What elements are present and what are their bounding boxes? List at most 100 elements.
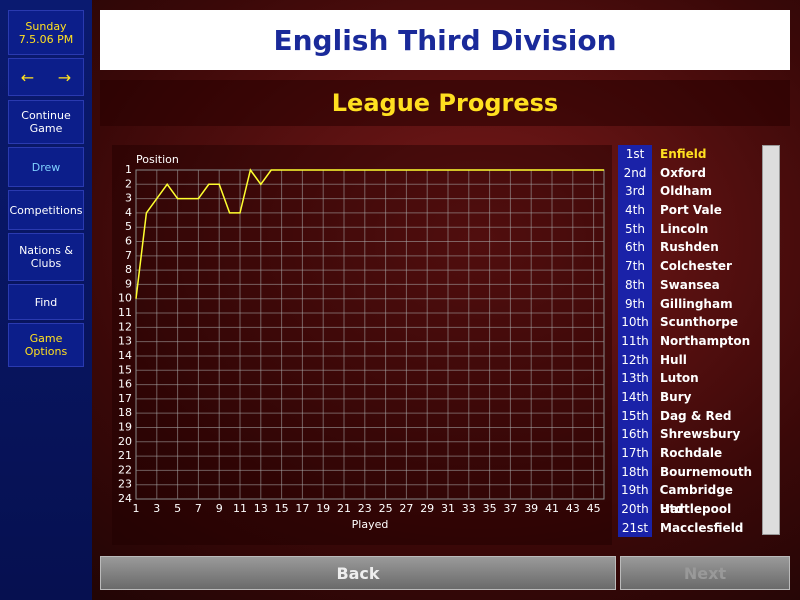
position-cell: 3rd [618,182,652,202]
table-row[interactable]: 16th Shrewsbury [618,425,760,444]
table-row[interactable]: 17th Rochdale [618,444,760,463]
position-cell: 12th [618,350,652,370]
menu-item[interactable]: Nations & Clubs [8,233,84,281]
x-tick-label: 7 [195,502,202,515]
team-cell: Bournemouth [660,464,753,479]
team-cell: Enfield [660,147,707,161]
page-title: English Third Division [100,10,790,70]
team-cell: Cambridge Utd [659,483,733,517]
table-row[interactable]: 9th Gillingham [618,294,760,314]
x-tick-label: 5 [174,502,181,515]
date-box: Sunday 7.5.06 PM [8,10,84,55]
forward-arrow[interactable]: → [57,67,72,87]
table-row[interactable]: 7th Colchester [618,257,760,276]
table-row[interactable]: 21st Macclesfield [618,518,760,538]
position-cell: 11th [618,331,652,351]
position-cell: 19th [618,481,652,501]
table-row[interactable]: 2nd Oxford [618,163,760,183]
x-tick-label: 39 [524,502,538,515]
chart: Position Played 123456789101112131415161… [112,145,612,545]
team-cell: Northampton [660,333,751,348]
y-tick-label: 7 [125,249,132,262]
x-axis-label: Played [352,518,389,531]
y-axis-label: Position [136,153,179,166]
position-cell: 6th [618,238,652,258]
back-arrow[interactable]: ← [20,67,35,87]
menu-item[interactable]: Drew [8,147,84,187]
scrollbar[interactable] [762,145,780,535]
table-row[interactable]: 1st Enfield [618,145,760,164]
x-tick-label: 1 [133,502,140,515]
x-tick-label: 45 [587,502,601,515]
team-cell: Hull [660,352,687,367]
table-row[interactable]: 4th Port Vale [618,201,760,220]
position-cell: 17th [618,444,652,463]
table-row[interactable]: 19th Cambridge Utd [618,481,760,517]
x-tick-label: 21 [337,502,351,515]
menu-item[interactable]: Continue Game [8,100,84,144]
position-cell: 9th [618,294,652,314]
table-row[interactable]: 15th Dag & Red [618,406,760,426]
x-tick-label: 37 [503,502,517,515]
team-cell: Port Vale [660,203,722,218]
table-row[interactable]: 6th Rushden [618,238,760,258]
team-cell: Dag & Red [660,408,732,423]
table-row[interactable]: 11th Northampton [618,331,760,351]
x-tick-label: 29 [420,502,434,515]
next-button[interactable]: Next [620,556,790,590]
y-tick-label: 24 [118,492,132,505]
nav-arrows: ← → [8,58,84,96]
y-tick-label: 16 [118,378,132,391]
position-cell: 7th [618,257,652,276]
y-tick-label: 23 [118,478,132,491]
standings-table: 1st Enfield 2nd Oxford 3rd Oldham 4th Port Vale… [618,145,760,538]
table-row[interactable]: 8th Swansea [618,275,760,295]
y-tick-label: 19 [118,420,132,433]
x-tick-label: 33 [462,502,476,515]
y-tick-label: 6 [125,235,132,248]
x-tick-label: 35 [483,502,497,515]
position-cell: 16th [618,425,652,444]
position-cell: 5th [618,219,652,239]
team-cell: Luton [660,371,699,386]
y-tick-label: 4 [125,206,132,219]
x-tick-label: 19 [316,502,330,515]
menu-item[interactable]: Game Options [8,323,84,367]
table-row[interactable]: 20th Hartlepool [618,500,760,519]
y-tick-label: 2 [125,177,132,190]
table-row[interactable]: 3rd Oldham [618,182,760,202]
position-line [135,168,604,299]
table-row[interactable]: 12th Hull [618,350,760,370]
team-cell: Colchester [660,259,732,274]
team-cell: Hartlepool [660,502,732,517]
y-tick-label: 14 [118,349,132,362]
sidebar: Sunday 7.5.06 PM ← → Continue Game Drew … [0,0,92,600]
chart-panel [112,145,612,545]
menu-item[interactable]: Competitions [8,190,84,230]
x-tick-label: 43 [566,502,580,515]
table-row[interactable]: 5th Lincoln [618,219,760,239]
menu-item[interactable]: Find [8,284,84,320]
y-tick-label: 17 [118,392,132,405]
team-cell: Gillingham [660,296,733,311]
back-button[interactable]: Back [100,556,616,590]
y-tick-label: 21 [118,449,132,462]
table-row[interactable]: 14th Bury [618,387,760,407]
table-row[interactable]: 10th Scunthorpe [618,313,760,332]
position-cell: 14th [618,387,652,407]
page-subtitle: League Progress [100,80,790,126]
position-cell: 1st [618,145,652,164]
position-cell: 4th [618,201,652,220]
position-cell: 10th [618,313,652,332]
y-tick-label: 9 [125,277,132,290]
x-tick-label: 31 [441,502,455,515]
y-tick-label: 1 [125,163,132,176]
table-row[interactable]: 18th Bournemouth [618,462,760,482]
position-cell: 21st [618,518,652,538]
y-tick-label: 5 [125,220,132,233]
y-tick-label: 11 [118,306,132,319]
x-tick-label: 17 [295,502,309,515]
table-row[interactable]: 13th Luton [618,369,760,388]
x-tick-label: 13 [254,502,268,515]
datetime: 7.5.06 PM [18,32,74,46]
